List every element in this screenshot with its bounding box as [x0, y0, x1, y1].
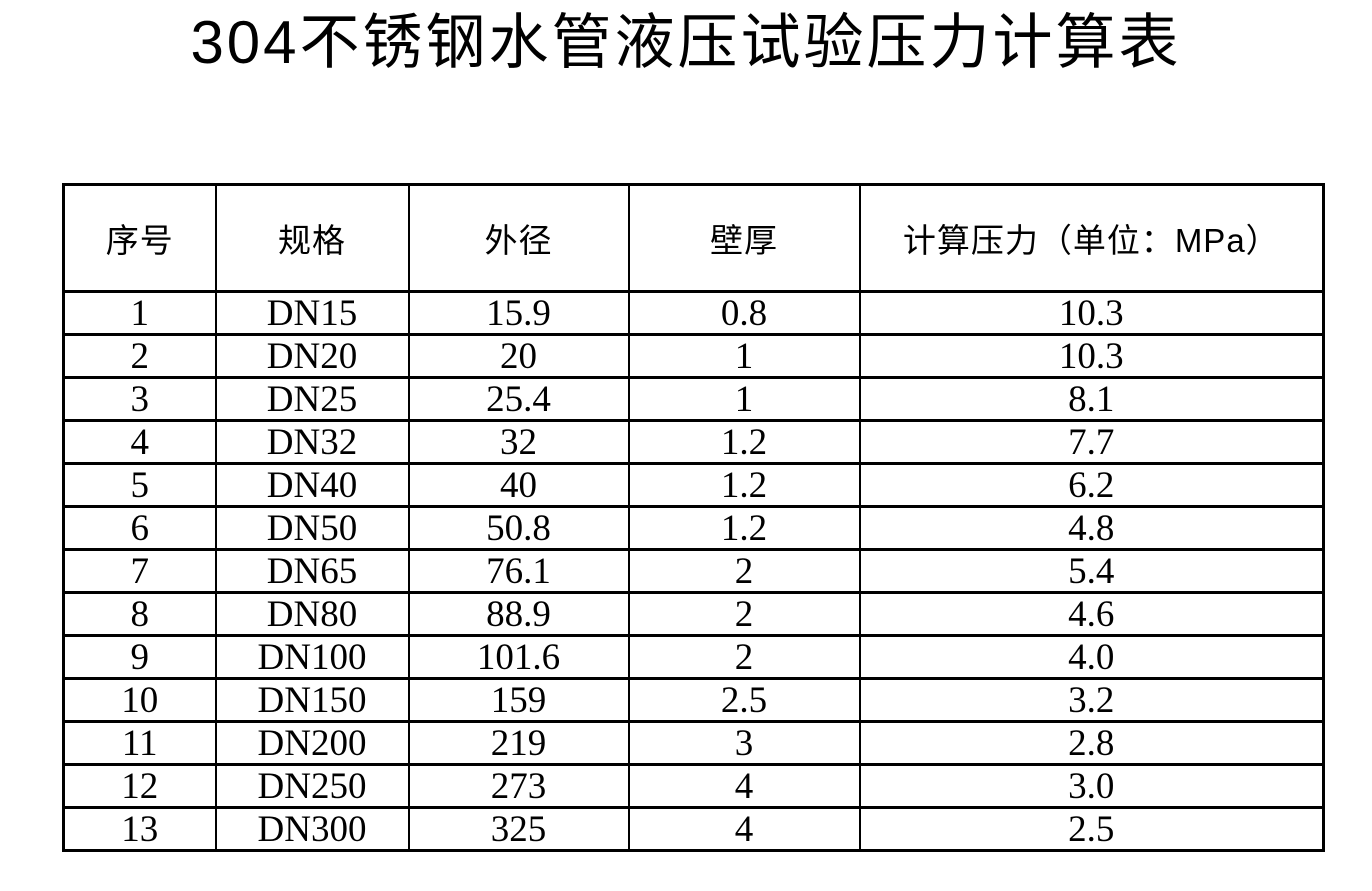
table-cell: 5 — [62, 462, 217, 508]
table-cell: 219 — [407, 720, 630, 766]
table-row: 3 DN25 25.4 1 8.1 — [62, 376, 1325, 422]
table-row: 2 DN20 20 1 10.3 — [62, 333, 1325, 379]
column-header: 外径 — [407, 183, 630, 293]
table-row: 10 DN150 159 2.5 3.2 — [62, 677, 1325, 723]
table-cell: 32 — [407, 419, 630, 465]
table-cell: DN32 — [214, 419, 410, 465]
table-row: 4 DN32 32 1.2 7.7 — [62, 419, 1325, 465]
table-cell: 325 — [407, 806, 630, 852]
table-cell: DN50 — [214, 505, 410, 551]
table-cell: 4.0 — [858, 634, 1325, 680]
column-header: 计算压力（单位：MPa） — [858, 183, 1325, 293]
table-cell: DN40 — [214, 462, 410, 508]
column-header: 规格 — [214, 183, 410, 293]
table-cell: 2 — [627, 591, 861, 637]
table-cell: DN100 — [214, 634, 410, 680]
table-cell: 1 — [627, 376, 861, 422]
table-cell: 273 — [407, 763, 630, 809]
table-cell: 0.8 — [627, 290, 861, 336]
table-cell: DN65 — [214, 548, 410, 594]
table-cell: 40 — [407, 462, 630, 508]
table-row: 11 DN200 219 3 2.8 — [62, 720, 1325, 766]
table-cell: 7 — [62, 548, 217, 594]
column-header: 壁厚 — [627, 183, 861, 293]
table-cell: 10.3 — [858, 290, 1325, 336]
table-cell: 4 — [627, 806, 861, 852]
table-cell: 8 — [62, 591, 217, 637]
page-title: 304不锈钢水管液压试验压力计算表 — [190, 9, 1182, 76]
table-cell: 159 — [407, 677, 630, 723]
table-cell: DN15 — [214, 290, 410, 336]
table-cell: 4.6 — [858, 591, 1325, 637]
table-cell: 3 — [627, 720, 861, 766]
table-row: 1 DN15 15.9 0.8 10.3 — [62, 290, 1325, 336]
table-cell: 6 — [62, 505, 217, 551]
table-cell: 76.1 — [407, 548, 630, 594]
table-cell: 3 — [62, 376, 217, 422]
table-cell: 3.2 — [858, 677, 1325, 723]
table-cell: 13 — [62, 806, 217, 852]
table-cell: 88.9 — [407, 591, 630, 637]
table-row: 9 DN100 101.6 2 4.0 — [62, 634, 1325, 680]
table-cell: DN300 — [214, 806, 410, 852]
table-cell: 10.3 — [858, 333, 1325, 379]
table-cell: 8.1 — [858, 376, 1325, 422]
table-cell: 101.6 — [407, 634, 630, 680]
table-cell: 2.5 — [627, 677, 861, 723]
table-cell: 2 — [62, 333, 217, 379]
table-row: 8 DN80 88.9 2 4.6 — [62, 591, 1325, 637]
table-cell: 9 — [62, 634, 217, 680]
table-cell: 10 — [62, 677, 217, 723]
table-cell: DN25 — [214, 376, 410, 422]
table-cell: 2 — [627, 634, 861, 680]
column-header: 序号 — [62, 183, 217, 293]
table-cell: 5.4 — [858, 548, 1325, 594]
table-row: 6 DN50 50.8 1.2 4.8 — [62, 505, 1325, 551]
table-cell: 25.4 — [407, 376, 630, 422]
table-cell: 7.7 — [858, 419, 1325, 465]
table-cell: DN250 — [214, 763, 410, 809]
table-cell: 15.9 — [407, 290, 630, 336]
table-cell: 6.2 — [858, 462, 1325, 508]
table-cell: 12 — [62, 763, 217, 809]
table-cell: 2 — [627, 548, 861, 594]
table-cell: 1 — [627, 333, 861, 379]
table-cell: DN80 — [214, 591, 410, 637]
table-cell: 11 — [62, 720, 217, 766]
table-row: 5 DN40 40 1.2 6.2 — [62, 462, 1325, 508]
header-row: 序号 规格 外径 壁厚 计算压力（单位：MPa） — [62, 183, 1325, 293]
table-cell: 4 — [62, 419, 217, 465]
table-cell: DN20 — [214, 333, 410, 379]
pressure-calc-table: 序号 规格 外径 壁厚 计算压力（单位：MPa） 1 DN15 15.9 0.8 10.3 2 DN… — [62, 183, 1325, 852]
table-cell: 2.5 — [858, 806, 1325, 852]
table-cell: 3.0 — [858, 763, 1325, 809]
table-row: 12 DN250 273 4 3.0 — [62, 763, 1325, 809]
table-cell: 4.8 — [858, 505, 1325, 551]
table-cell: 1.2 — [627, 419, 861, 465]
table-cell: 1.2 — [627, 505, 861, 551]
table-cell: 50.8 — [407, 505, 630, 551]
table-cell: 20 — [407, 333, 630, 379]
table-cell: DN200 — [214, 720, 410, 766]
table-row: 13 DN300 325 4 2.5 — [62, 806, 1325, 852]
table-row: 7 DN65 76.1 2 5.4 — [62, 548, 1325, 594]
table-cell: DN150 — [214, 677, 410, 723]
table-cell: 1 — [62, 290, 217, 336]
table-cell: 1.2 — [627, 462, 861, 508]
table-cell: 2.8 — [858, 720, 1325, 766]
table-cell: 4 — [627, 763, 861, 809]
